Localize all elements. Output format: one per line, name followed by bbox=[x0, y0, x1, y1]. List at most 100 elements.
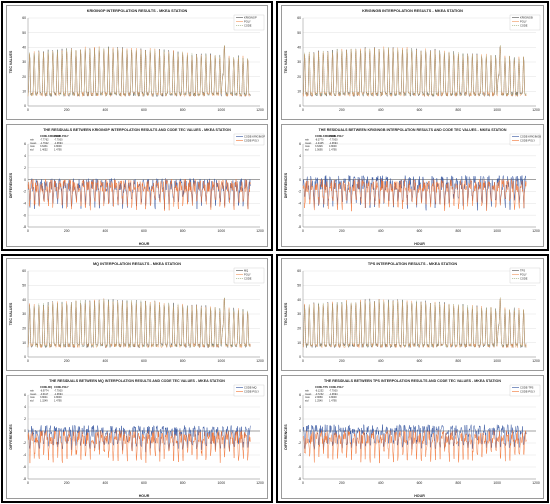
legend-box bbox=[233, 133, 265, 146]
stats-cell: 1.4052 bbox=[40, 149, 48, 152]
stats-header: CODE-POLY bbox=[54, 135, 69, 138]
y-axis-label: TEC VALUES bbox=[284, 50, 288, 73]
x-tick-label: 800 bbox=[455, 359, 461, 363]
y-tick-label: -8 bbox=[23, 225, 26, 229]
stats-cell: -6.9774 bbox=[40, 389, 49, 392]
y-tick-label: 40 bbox=[22, 298, 26, 302]
y-axis-label: DIFFERENCES bbox=[9, 172, 13, 198]
x-tick-label: 600 bbox=[417, 108, 423, 112]
y-tick-label: -6 bbox=[23, 213, 26, 217]
x-tick-label: 1000 bbox=[218, 359, 226, 363]
x-tick-label: 0 bbox=[27, 481, 29, 485]
stats-cell: max bbox=[30, 145, 35, 148]
legend-box bbox=[509, 384, 541, 397]
y-tick-label: 10 bbox=[297, 90, 301, 94]
x-tick-label: 1000 bbox=[218, 108, 226, 112]
x-tick-label: 1200 bbox=[532, 229, 540, 233]
stats-cell: 2.9669 bbox=[315, 396, 323, 399]
y-axis-label: TEC VALUES bbox=[284, 302, 288, 325]
x-axis-label: HOUR bbox=[139, 242, 150, 246]
legend-box bbox=[509, 133, 541, 146]
stats-cell: -7.7000 bbox=[54, 138, 63, 141]
y-tick-label: 10 bbox=[297, 341, 301, 345]
stats-cell: 1.4795 bbox=[329, 149, 337, 152]
y-axis-label: DIFFERENCES bbox=[284, 424, 288, 450]
x-tick-label: 400 bbox=[102, 359, 108, 363]
chart-7: THE RESIDUALS BETWEEN MQ INTERPOLATION R… bbox=[9, 379, 265, 498]
y-tick-label: 50 bbox=[22, 31, 26, 35]
stats-cell: 4.8000 bbox=[54, 396, 62, 399]
y-axis-label: DIFFERENCES bbox=[9, 424, 13, 450]
x-tick-label: 1200 bbox=[532, 108, 540, 112]
y-tick-label: 0 bbox=[299, 104, 301, 108]
x-tick-label: 200 bbox=[339, 359, 345, 363]
y-tick-label: -2 bbox=[298, 441, 301, 445]
legend-entry: KRIGINGB bbox=[520, 16, 533, 20]
y-tick-label: 20 bbox=[22, 327, 26, 331]
y-tick-label: 60 bbox=[297, 16, 301, 20]
stats-cell: max bbox=[305, 396, 310, 399]
y-tick-label: -4 bbox=[298, 201, 301, 205]
legend-box bbox=[233, 14, 265, 31]
stats-cell: 1.4795 bbox=[329, 400, 337, 403]
x-tick-label: 1000 bbox=[493, 229, 501, 233]
legend-entry: CODE bbox=[244, 24, 252, 28]
chart-1: KRIGINGP INTERPOLATION RESULTS - MKEA ST… bbox=[9, 9, 265, 112]
series-line-code bbox=[302, 297, 527, 348]
y-tick-label: 4 bbox=[24, 405, 26, 409]
stats-cell: -0.7232 bbox=[315, 393, 324, 396]
legend-entry: CODE-KRIGINGP bbox=[244, 135, 265, 139]
series-line-code-poly bbox=[27, 178, 251, 211]
y-tick-label: 10 bbox=[22, 90, 26, 94]
y-tick-label: -8 bbox=[23, 477, 26, 481]
x-tick-label: 1000 bbox=[493, 359, 501, 363]
y-tick-label: 4 bbox=[24, 154, 26, 158]
x-tick-label: 800 bbox=[180, 108, 186, 112]
series-line-code bbox=[27, 44, 251, 96]
stats-cell: 4.8000 bbox=[329, 396, 337, 399]
y-tick-label: -2 bbox=[298, 190, 301, 194]
x-tick-label: 600 bbox=[141, 229, 147, 233]
y-tick-label: -8 bbox=[298, 225, 301, 229]
legend-entry: CODE bbox=[520, 24, 528, 28]
series-line-code-mq bbox=[27, 425, 251, 453]
legend-entry: POLY bbox=[244, 273, 251, 277]
x-tick-label: 1200 bbox=[256, 481, 264, 485]
x-tick-label: 200 bbox=[339, 481, 345, 485]
legend-entry: POLY bbox=[244, 20, 251, 24]
x-tick-label: 1200 bbox=[256, 229, 264, 233]
chart-title: THE RESIDUALS BETWEEN KRIGINGB INTERPOLA… bbox=[319, 128, 507, 132]
x-tick-label: 200 bbox=[64, 359, 70, 363]
series-line-poly bbox=[302, 45, 527, 97]
y-axis-label: TEC VALUES bbox=[9, 302, 13, 325]
y-tick-label: 6 bbox=[24, 393, 26, 397]
chart-frame-mq-tec bbox=[6, 258, 268, 371]
y-tick-label: 20 bbox=[297, 327, 301, 331]
y-tick-label: 2 bbox=[24, 166, 26, 170]
stats-cell: min bbox=[30, 138, 35, 141]
x-tick-label: 800 bbox=[180, 481, 186, 485]
x-tick-label: 400 bbox=[102, 229, 108, 233]
stats-cell: -1.9694 bbox=[329, 142, 338, 145]
legend-entry: MQ bbox=[244, 269, 248, 273]
stats-cell: mean bbox=[305, 393, 312, 396]
x-tick-label: 600 bbox=[141, 481, 147, 485]
stats-cell: std bbox=[305, 400, 309, 403]
x-tick-label: 800 bbox=[455, 108, 461, 112]
chart-title: THE RESIDUALS BETWEEN MQ INTERPOLATION R… bbox=[49, 379, 225, 383]
stats-cell: min bbox=[305, 389, 310, 392]
stats-cell: -7.7000 bbox=[329, 389, 338, 392]
legend-entry: CODE bbox=[244, 277, 252, 281]
x-tick-label: 0 bbox=[27, 108, 29, 112]
y-tick-label: 50 bbox=[22, 284, 26, 288]
x-tick-label: 400 bbox=[378, 359, 384, 363]
y-tick-label: 40 bbox=[297, 298, 301, 302]
x-tick-label: 1000 bbox=[493, 481, 501, 485]
stats-cell: 3.8041 bbox=[40, 396, 48, 399]
legend-box bbox=[233, 384, 265, 397]
chart-6: TPS INTERPOLATION RESULTS - MKEA STATION… bbox=[284, 262, 541, 363]
x-tick-label: 0 bbox=[27, 229, 29, 233]
x-tick-label: 1200 bbox=[256, 359, 264, 363]
x-tick-label: 1200 bbox=[256, 108, 264, 112]
